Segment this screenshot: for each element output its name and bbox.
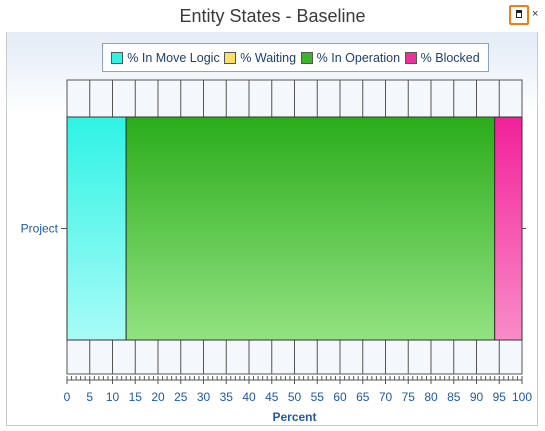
x-tick-label: 50 <box>288 390 302 404</box>
x-tick-label: 20 <box>151 390 165 404</box>
x-tick-label: 40 <box>242 390 256 404</box>
x-tick-label: 10 <box>106 390 120 404</box>
x-tick-label: 5 <box>86 390 93 404</box>
x-tick-label: 85 <box>447 390 461 404</box>
x-tick-label: 80 <box>424 390 438 404</box>
x-tick-label: 30 <box>197 390 211 404</box>
category-label: Project <box>21 222 59 236</box>
x-tick-label: 15 <box>129 390 143 404</box>
x-tick-label: 65 <box>356 390 370 404</box>
x-tick-label: 60 <box>333 390 347 404</box>
x-tick-label: 90 <box>470 390 484 404</box>
x-axis-title: Percent <box>272 410 316 424</box>
x-tick-label: 0 <box>64 390 71 404</box>
bar-segment <box>126 117 495 340</box>
x-tick-label: 35 <box>220 390 234 404</box>
x-tick-label: 55 <box>311 390 325 404</box>
x-tick-label: 45 <box>265 390 279 404</box>
x-tick-label: 25 <box>174 390 188 404</box>
x-tick-label: 100 <box>512 390 532 404</box>
x-tick-label: 95 <box>493 390 507 404</box>
x-tick-label: 70 <box>379 390 393 404</box>
bar-segment <box>67 117 126 340</box>
x-tick-label: 75 <box>402 390 416 404</box>
bar-segment <box>495 117 522 340</box>
